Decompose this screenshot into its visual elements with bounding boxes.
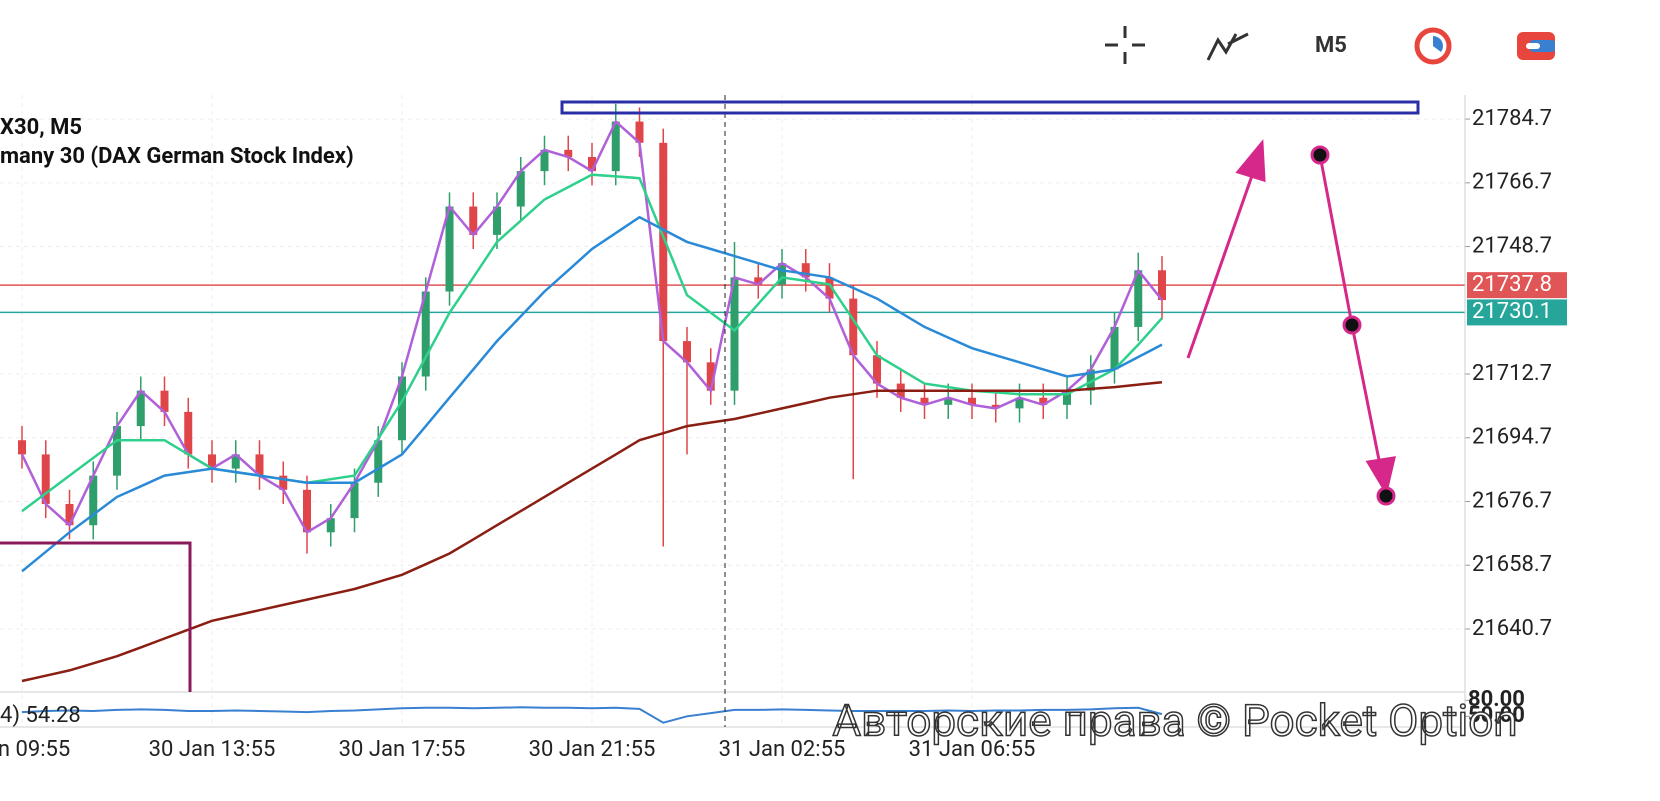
candle-body [825, 277, 834, 299]
x-tick-label: 30 Jan 13:55 [149, 737, 276, 762]
y-tick-label: 21766.7 [1472, 170, 1552, 195]
y-tick-label: 21658.7 [1472, 552, 1552, 577]
candle-body [991, 404, 1000, 409]
candle-body [683, 341, 691, 363]
candle-body [564, 149, 573, 157]
x-tick-label: 30 Jan 21:55 [529, 737, 656, 762]
candle-body [208, 454, 216, 469]
candle-body [920, 397, 929, 405]
candle-body [778, 263, 786, 285]
candle-body [136, 390, 145, 427]
moving-averages [20, 119, 1163, 683]
candle-body [65, 503, 74, 526]
candle-body [1015, 397, 1024, 409]
x-tick-label: 31 Jan 02:55 [719, 737, 846, 762]
trade-icon[interactable] [1517, 32, 1555, 60]
candles [18, 103, 1166, 554]
candle-body [493, 206, 501, 235]
candle-body [1134, 270, 1143, 327]
candle-body [873, 355, 881, 384]
y-tick-label: 21676.7 [1472, 488, 1552, 513]
candle-body [588, 156, 596, 172]
candle-body [184, 411, 193, 455]
drawn-points [1310, 145, 1396, 506]
moving-average [21, 380, 1163, 683]
watermark: Авторские права © Pocket Option [832, 695, 1517, 747]
axes: 21784.7 21766.7 21748.7 21712.7 21694.7 21676… [0, 106, 1567, 762]
price-label-bg [1467, 299, 1567, 326]
candle-body [18, 440, 26, 455]
indicators-icon[interactable] [1206, 32, 1249, 61]
moving-average [21, 215, 1163, 573]
candle-body [445, 206, 454, 292]
candle-body [113, 426, 121, 476]
candle-body [160, 390, 169, 412]
osc-tick-label: 50.00 [1468, 703, 1525, 728]
y-tick-label: 21694.7 [1472, 425, 1552, 450]
chart-title: X30, M5 [0, 115, 82, 140]
candle-body [730, 277, 739, 391]
osc-tick-label: 80.00 [1468, 687, 1525, 712]
price-label-bg [1467, 272, 1567, 299]
candle-body [279, 475, 288, 490]
candle-body [1063, 390, 1071, 405]
candle-body [706, 362, 715, 391]
y-tick-label: 21640.7 [1472, 616, 1552, 641]
candle-body [1158, 270, 1166, 301]
candle-body [944, 397, 953, 405]
y-tick-label: 21748.7 [1472, 233, 1552, 258]
x-tick-label: 30 Jan 17:55 [339, 737, 466, 762]
x-tick-label: Jan 09:55 [0, 737, 70, 762]
candle-body [635, 121, 644, 143]
timeframe-button[interactable]: M5 [1315, 33, 1347, 58]
x-tick-label: 31 Jan 06:55 [909, 737, 1036, 762]
candle-body [255, 454, 264, 476]
candle-body [659, 142, 668, 342]
price-label: 21737.8 [1472, 272, 1552, 297]
candle-body [801, 263, 810, 278]
y-tick-label: 21712.7 [1472, 361, 1552, 386]
candle-body [516, 171, 525, 207]
crosshair-icon[interactable] [1105, 26, 1145, 64]
osc-label: 4) 54.28 [0, 703, 81, 728]
candle-body [231, 454, 240, 469]
drawn-arrows [1186, 139, 1396, 496]
candle-body [849, 298, 858, 356]
y-tick-label: 21784.7 [1472, 106, 1552, 131]
candle-body [41, 454, 50, 504]
drawn-box [0, 541, 192, 692]
candle-body [611, 121, 620, 172]
candle-body [1086, 369, 1095, 391]
candle-body [1110, 326, 1119, 370]
candle-body [89, 475, 98, 526]
candle-body [968, 397, 976, 405]
price-label: 21730.1 [1472, 299, 1552, 324]
grid [0, 95, 1465, 727]
candle-body [1039, 397, 1048, 405]
osc-line [21, 706, 1163, 724]
timer-icon[interactable] [1414, 27, 1452, 65]
candle-body [374, 440, 383, 483]
chart-subtitle: many 30 (DAX German Stock Index) [0, 144, 354, 169]
candle-body [303, 489, 311, 533]
candle-body [326, 518, 335, 533]
candle-body [398, 376, 406, 441]
candle-body [421, 291, 430, 377]
candle-body [754, 277, 763, 285]
candle-body [469, 206, 478, 235]
candle-body [540, 149, 549, 172]
drawn-rectangle [560, 100, 1420, 115]
candle-body [350, 482, 359, 519]
